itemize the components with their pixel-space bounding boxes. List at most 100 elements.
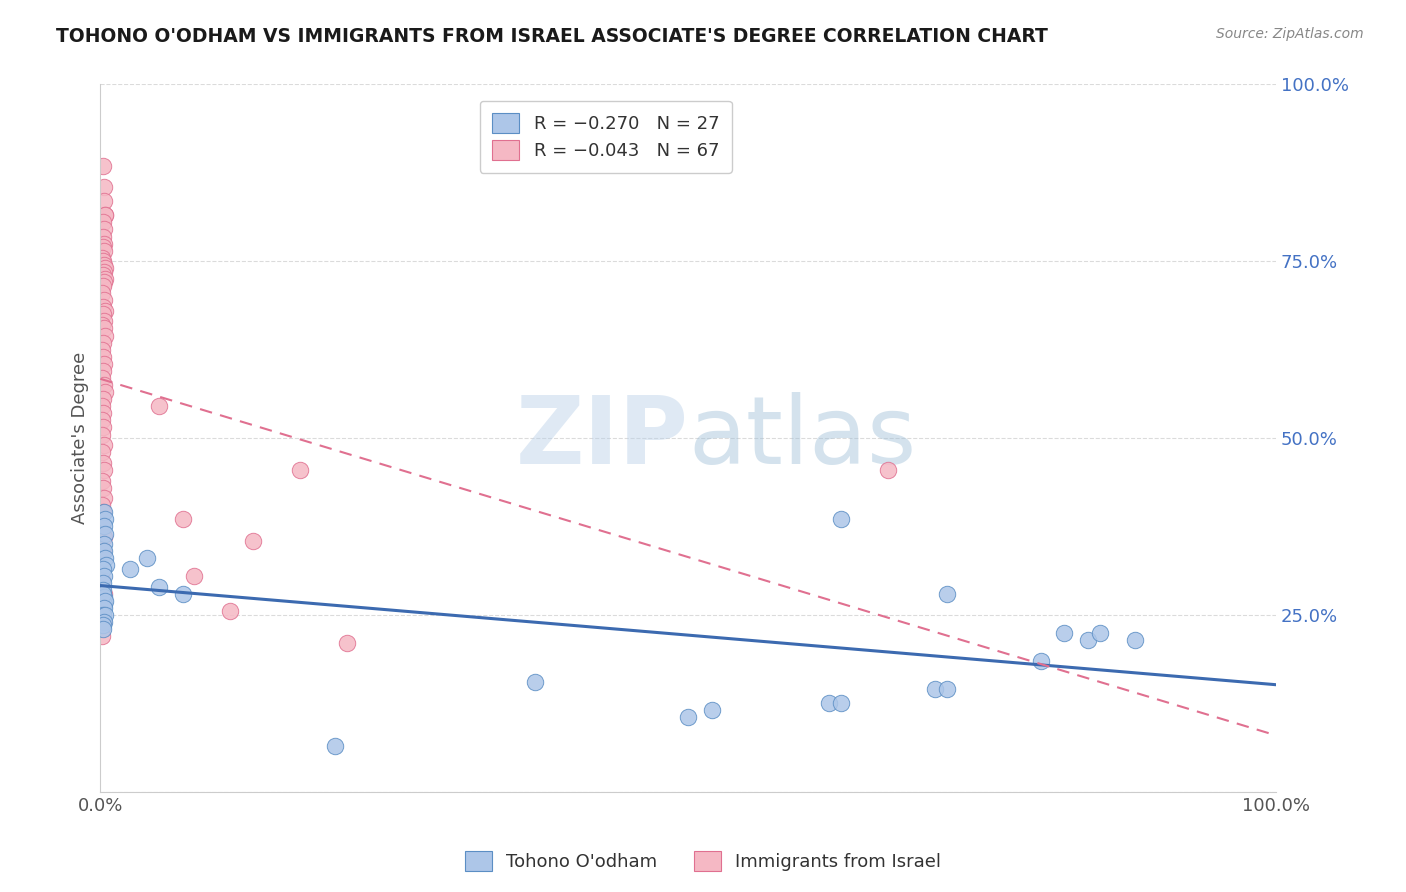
Point	[91, 576, 114, 591]
Point	[93, 519, 115, 533]
Point	[93, 491, 115, 506]
Legend: R = −0.270   N = 27, R = −0.043   N = 67: R = −0.270 N = 27, R = −0.043 N = 67	[479, 101, 733, 173]
Point	[90, 600, 112, 615]
Point	[93, 569, 115, 583]
Y-axis label: Associate's Degree: Associate's Degree	[72, 352, 89, 524]
Point	[935, 587, 957, 601]
Point	[935, 682, 957, 697]
Point	[700, 703, 723, 717]
Point	[91, 562, 114, 576]
Point	[172, 587, 194, 601]
Point	[336, 636, 359, 650]
Point	[90, 474, 112, 488]
Point	[90, 399, 112, 413]
Point	[94, 272, 117, 286]
Point	[90, 371, 112, 385]
Point	[148, 580, 170, 594]
Legend: Tohono O'odham, Immigrants from Israel: Tohono O'odham, Immigrants from Israel	[457, 844, 949, 879]
Point	[183, 569, 205, 583]
Point	[1029, 654, 1052, 668]
Point	[91, 481, 114, 495]
Point	[91, 420, 114, 434]
Point	[148, 399, 170, 413]
Point	[94, 607, 117, 622]
Point	[91, 229, 114, 244]
Point	[91, 364, 114, 378]
Point	[93, 265, 115, 279]
Point	[1077, 632, 1099, 647]
Point	[94, 208, 117, 222]
Point	[524, 675, 547, 690]
Point	[93, 615, 115, 629]
Point	[94, 593, 117, 607]
Point	[94, 512, 117, 526]
Point	[93, 321, 115, 335]
Point	[93, 591, 115, 605]
Point	[93, 314, 115, 328]
Point	[93, 587, 115, 601]
Point	[93, 222, 115, 236]
Point	[90, 629, 112, 643]
Point	[93, 293, 115, 307]
Point	[93, 544, 115, 558]
Point	[93, 236, 115, 251]
Point	[90, 445, 112, 459]
Point	[1123, 632, 1146, 647]
Point	[91, 456, 114, 470]
Point	[91, 406, 114, 420]
Point	[91, 607, 114, 622]
Point	[93, 438, 115, 452]
Point	[93, 180, 115, 194]
Point	[93, 194, 115, 208]
Text: ZIP: ZIP	[515, 392, 688, 484]
Point	[91, 240, 114, 254]
Point	[325, 739, 347, 753]
Point	[242, 533, 264, 548]
Point	[91, 268, 114, 283]
Point	[93, 276, 115, 290]
Point	[90, 318, 112, 332]
Point	[90, 498, 112, 512]
Point	[90, 427, 112, 442]
Point	[818, 696, 841, 710]
Point	[93, 258, 115, 272]
Point	[93, 597, 115, 611]
Point	[118, 562, 141, 576]
Point	[93, 463, 115, 477]
Point	[91, 335, 114, 350]
Point	[91, 254, 114, 268]
Point	[93, 600, 115, 615]
Point	[924, 682, 946, 697]
Point	[1088, 625, 1111, 640]
Point	[676, 710, 699, 724]
Point	[93, 537, 115, 551]
Point	[91, 300, 114, 314]
Point	[91, 307, 114, 321]
Text: Source: ZipAtlas.com: Source: ZipAtlas.com	[1216, 27, 1364, 41]
Point	[94, 551, 117, 566]
Point	[830, 512, 852, 526]
Point	[172, 512, 194, 526]
Point	[90, 413, 112, 427]
Point	[91, 392, 114, 407]
Point	[93, 357, 115, 371]
Point	[93, 244, 115, 258]
Point	[91, 622, 114, 636]
Point	[93, 530, 115, 544]
Point	[136, 551, 159, 566]
Point	[94, 261, 117, 276]
Text: atlas: atlas	[688, 392, 917, 484]
Point	[290, 463, 312, 477]
Point	[91, 159, 114, 173]
Point	[218, 604, 240, 618]
Point	[94, 526, 117, 541]
Text: TOHONO O'ODHAM VS IMMIGRANTS FROM ISRAEL ASSOCIATE'S DEGREE CORRELATION CHART: TOHONO O'ODHAM VS IMMIGRANTS FROM ISRAEL…	[56, 27, 1047, 45]
Point	[93, 378, 115, 392]
Point	[94, 303, 117, 318]
Point	[1053, 625, 1076, 640]
Point	[830, 696, 852, 710]
Point	[90, 519, 112, 533]
Point	[93, 505, 115, 519]
Point	[91, 544, 114, 558]
Point	[90, 343, 112, 357]
